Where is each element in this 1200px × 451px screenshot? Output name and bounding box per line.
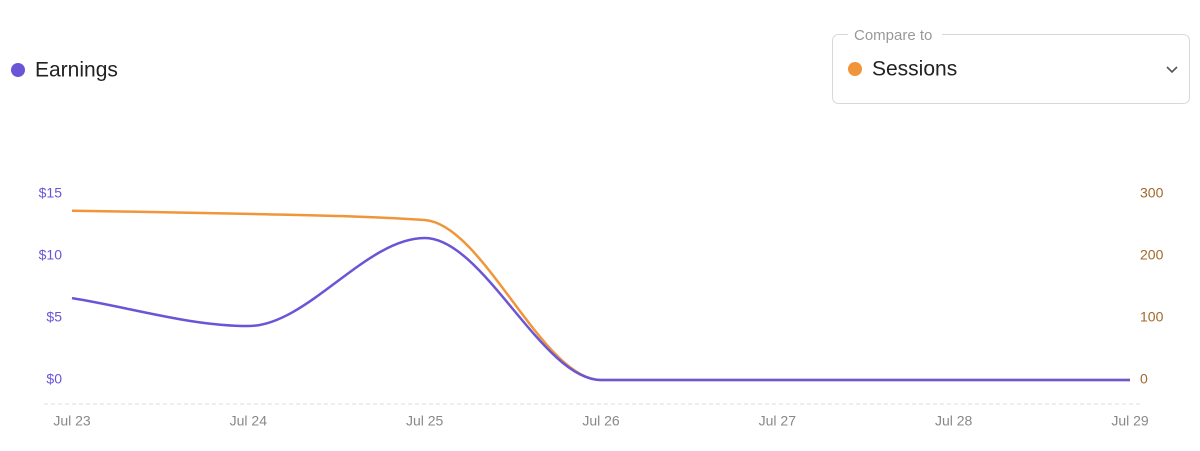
label-backdrop — [848, 28, 942, 42]
x-tick-label: Jul 28 — [935, 413, 973, 429]
compare-dot — [848, 62, 862, 76]
x-tick-label: Jul 23 — [53, 413, 91, 429]
y-tick-label: $10 — [39, 247, 63, 263]
y-tick-label: $15 — [39, 185, 63, 201]
compare-selection[interactable]: Sessions — [872, 58, 957, 81]
chevron-icon[interactable] — [1166, 66, 1178, 74]
compare-dropdown[interactable] — [832, 34, 1190, 104]
x-tick-label: Jul 26 — [582, 413, 620, 429]
y-tick-label: $0 — [46, 371, 62, 387]
x-tick-label: Jul 25 — [406, 413, 444, 429]
y2-tick-label: 100 — [1140, 309, 1164, 325]
x-tick-label: Jul 29 — [1111, 413, 1149, 429]
x-tick-label: Jul 24 — [230, 413, 268, 429]
legend-dot — [11, 63, 25, 77]
legend-label: Earnings — [35, 59, 118, 82]
x-tick-label: Jul 27 — [759, 413, 797, 429]
y2-tick-label: 300 — [1140, 185, 1164, 201]
y2-tick-label: 0 — [1140, 371, 1148, 387]
y2-tick-label: 200 — [1140, 247, 1164, 263]
compare-label: Compare to — [854, 27, 932, 44]
y-tick-label: $5 — [46, 309, 62, 325]
series-line — [71, 236, 1130, 382]
series-line — [71, 209, 1130, 382]
